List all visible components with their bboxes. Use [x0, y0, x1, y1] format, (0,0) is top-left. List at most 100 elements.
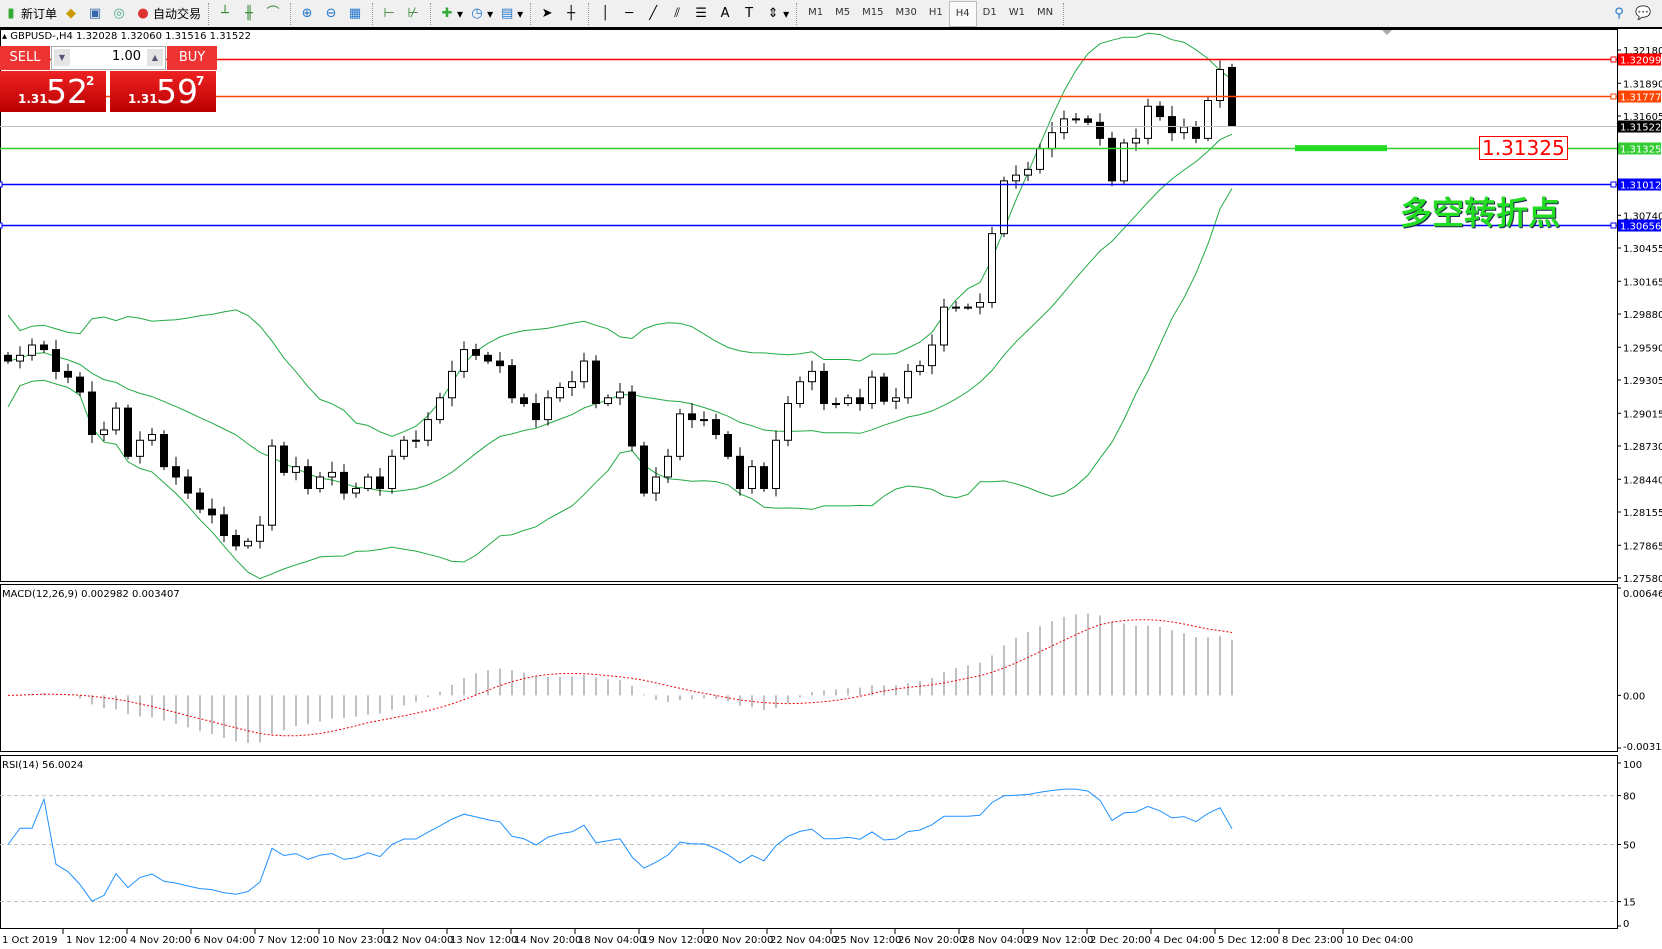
line-handle [0, 181, 3, 188]
horizontal-line-button[interactable]: ─ [618, 2, 642, 26]
channel-button[interactable]: ⫽ [666, 2, 690, 26]
market-watch-icon: ◆ [66, 5, 77, 21]
price-label-bg [1618, 90, 1661, 103]
chart-shift-marker [1382, 30, 1392, 35]
autoscroll-icon: ⊬ [407, 5, 419, 21]
bollinger-lower-band [7, 188, 1233, 580]
auto-trading-icon: ● [137, 5, 149, 21]
chart-header: ▴ GBPUSD-,H4 1.32028 1.32060 1.31516 1.3… [2, 31, 252, 42]
signal-icon: ◎ [113, 5, 125, 21]
candle [352, 487, 360, 494]
timeframe-w1[interactable]: W1 [1008, 6, 1025, 18]
candle [952, 306, 960, 309]
candle [280, 445, 288, 473]
y-tick-label: 1.31890 [1623, 79, 1662, 90]
timeframe-h4[interactable]: H4 [948, 0, 977, 27]
autoscroll-button[interactable]: ⊬ [402, 2, 426, 26]
trendline-button[interactable]: ╱ [642, 2, 666, 26]
new-order-button[interactable]: ▮ 新订单 [0, 2, 60, 26]
candle [532, 403, 540, 421]
bar-chart-button[interactable]: ┴ [214, 2, 238, 26]
fibonacci-button[interactable]: ☰ [690, 2, 714, 26]
navigator-button[interactable]: ▣ [84, 2, 108, 26]
candle [316, 476, 324, 489]
toolbar-separator [796, 2, 798, 25]
signal-button[interactable]: ◎ [108, 2, 132, 26]
zoom-in-button[interactable]: ⊕ [296, 2, 320, 26]
tile-windows-button[interactable]: ▦ [344, 2, 368, 26]
text-button[interactable]: A [714, 2, 738, 26]
timeframe-m15[interactable]: M15 [862, 6, 884, 18]
x-tick-label: 8 Dec 23:00 [1282, 935, 1343, 946]
x-tick-label: 14 Nov 20:00 [514, 935, 581, 946]
macd-y-label: -0.003171 [1623, 742, 1662, 753]
navigator-icon: ▣ [88, 5, 102, 21]
buy-price-button[interactable]: 1.31 59 7 [110, 71, 216, 112]
candle [52, 349, 60, 372]
arrows-button[interactable]: ⇕ ▾ [762, 2, 792, 26]
line-chart-button[interactable]: ⌒ [262, 2, 286, 26]
candle [724, 434, 732, 457]
candle [1048, 132, 1056, 150]
x-tick-label: 7 Nov 12:00 [258, 935, 319, 946]
toolbar-separator [372, 2, 374, 25]
vertical-line-button[interactable]: │ [594, 2, 618, 26]
sell-button[interactable]: SELL [0, 46, 50, 70]
toolbar: ▮ 新订单 ◆ ▣ ◎ ● 自动交易 ┴ ╫ ⌒ ⊕ ⊖ ▦ ⊢ ⊬ ✚ ▾ ◷ ▾ ▤… [0, 0, 1662, 29]
chat-button[interactable]: 💬 [1632, 2, 1656, 26]
candle [136, 439, 144, 457]
toolbar-separator [530, 2, 532, 25]
candle [364, 476, 372, 489]
timeframe-m30[interactable]: M30 [895, 6, 917, 18]
timeframe-mn[interactable]: MN [1036, 6, 1054, 18]
periods-button[interactable]: ◷ ▾ [466, 2, 496, 26]
timeframe-m5[interactable]: M5 [835, 6, 851, 18]
buy-button[interactable]: BUY [167, 46, 217, 70]
candle [304, 466, 312, 489]
rsi-y-label: 0 [1623, 919, 1629, 930]
timeframe-m1[interactable]: M1 [808, 6, 824, 18]
annotation-price-label[interactable]: 1.31325 [1479, 136, 1568, 160]
lots-decrease-button[interactable]: ▼ [54, 49, 70, 66]
search-button[interactable]: ⚲ [1608, 2, 1632, 26]
zoom-out-button[interactable]: ⊖ [320, 2, 344, 26]
candle [1204, 100, 1212, 139]
macd-panel-frame [0, 584, 1618, 752]
price-label-bg [1618, 120, 1661, 133]
chart-shift-button[interactable]: ⊢ [378, 2, 402, 26]
annotation-text[interactable]: 多空转折点 [1400, 194, 1561, 232]
lots-input[interactable]: ▼ 1.00 ▲ [51, 46, 166, 70]
auto-trading-button[interactable]: ● 自动交易 [132, 2, 204, 26]
candle [736, 455, 744, 489]
candlestick-icon: ╫ [245, 5, 253, 21]
candle [868, 376, 876, 405]
sell-price-button[interactable]: 1.31 52 2 [0, 71, 106, 112]
x-tick-label: 19 Nov 12:00 [642, 935, 709, 946]
candle [1216, 69, 1224, 102]
price-label-bg [1618, 219, 1661, 232]
horizontal-line-icon: ─ [625, 5, 634, 21]
candle [76, 376, 84, 393]
timeframe-h1[interactable]: H1 [928, 6, 943, 18]
indicators-button[interactable]: ✚ ▾ [436, 2, 466, 26]
lots-increase-button[interactable]: ▲ [147, 49, 163, 66]
templates-button[interactable]: ▤ ▾ [500, 5, 524, 21]
candle [712, 419, 720, 436]
cursor-button[interactable]: ➤ [536, 2, 560, 26]
toolbar-separator [1063, 2, 1065, 25]
candlestick-button[interactable]: ╫ [238, 2, 262, 26]
candle [40, 344, 48, 351]
price-label-bg [1618, 142, 1661, 155]
macd-label: MACD(12,26,9) 0.002982 0.003407 [2, 589, 180, 600]
candle [688, 413, 696, 421]
x-tick-label: 4 Dec 04:00 [1154, 935, 1215, 946]
lots-value[interactable]: 1.00 [112, 49, 141, 64]
text-label-button[interactable]: T [738, 2, 762, 26]
channel-icon: ⫽ [674, 5, 681, 21]
crosshair-button[interactable]: ┼ [560, 2, 584, 26]
x-tick-label: 2 Dec 20:00 [1090, 935, 1151, 946]
bar-chart-icon: ┴ [221, 5, 229, 21]
market-watch-button[interactable]: ◆ [60, 2, 84, 26]
timeframe-d1[interactable]: D1 [982, 6, 997, 18]
